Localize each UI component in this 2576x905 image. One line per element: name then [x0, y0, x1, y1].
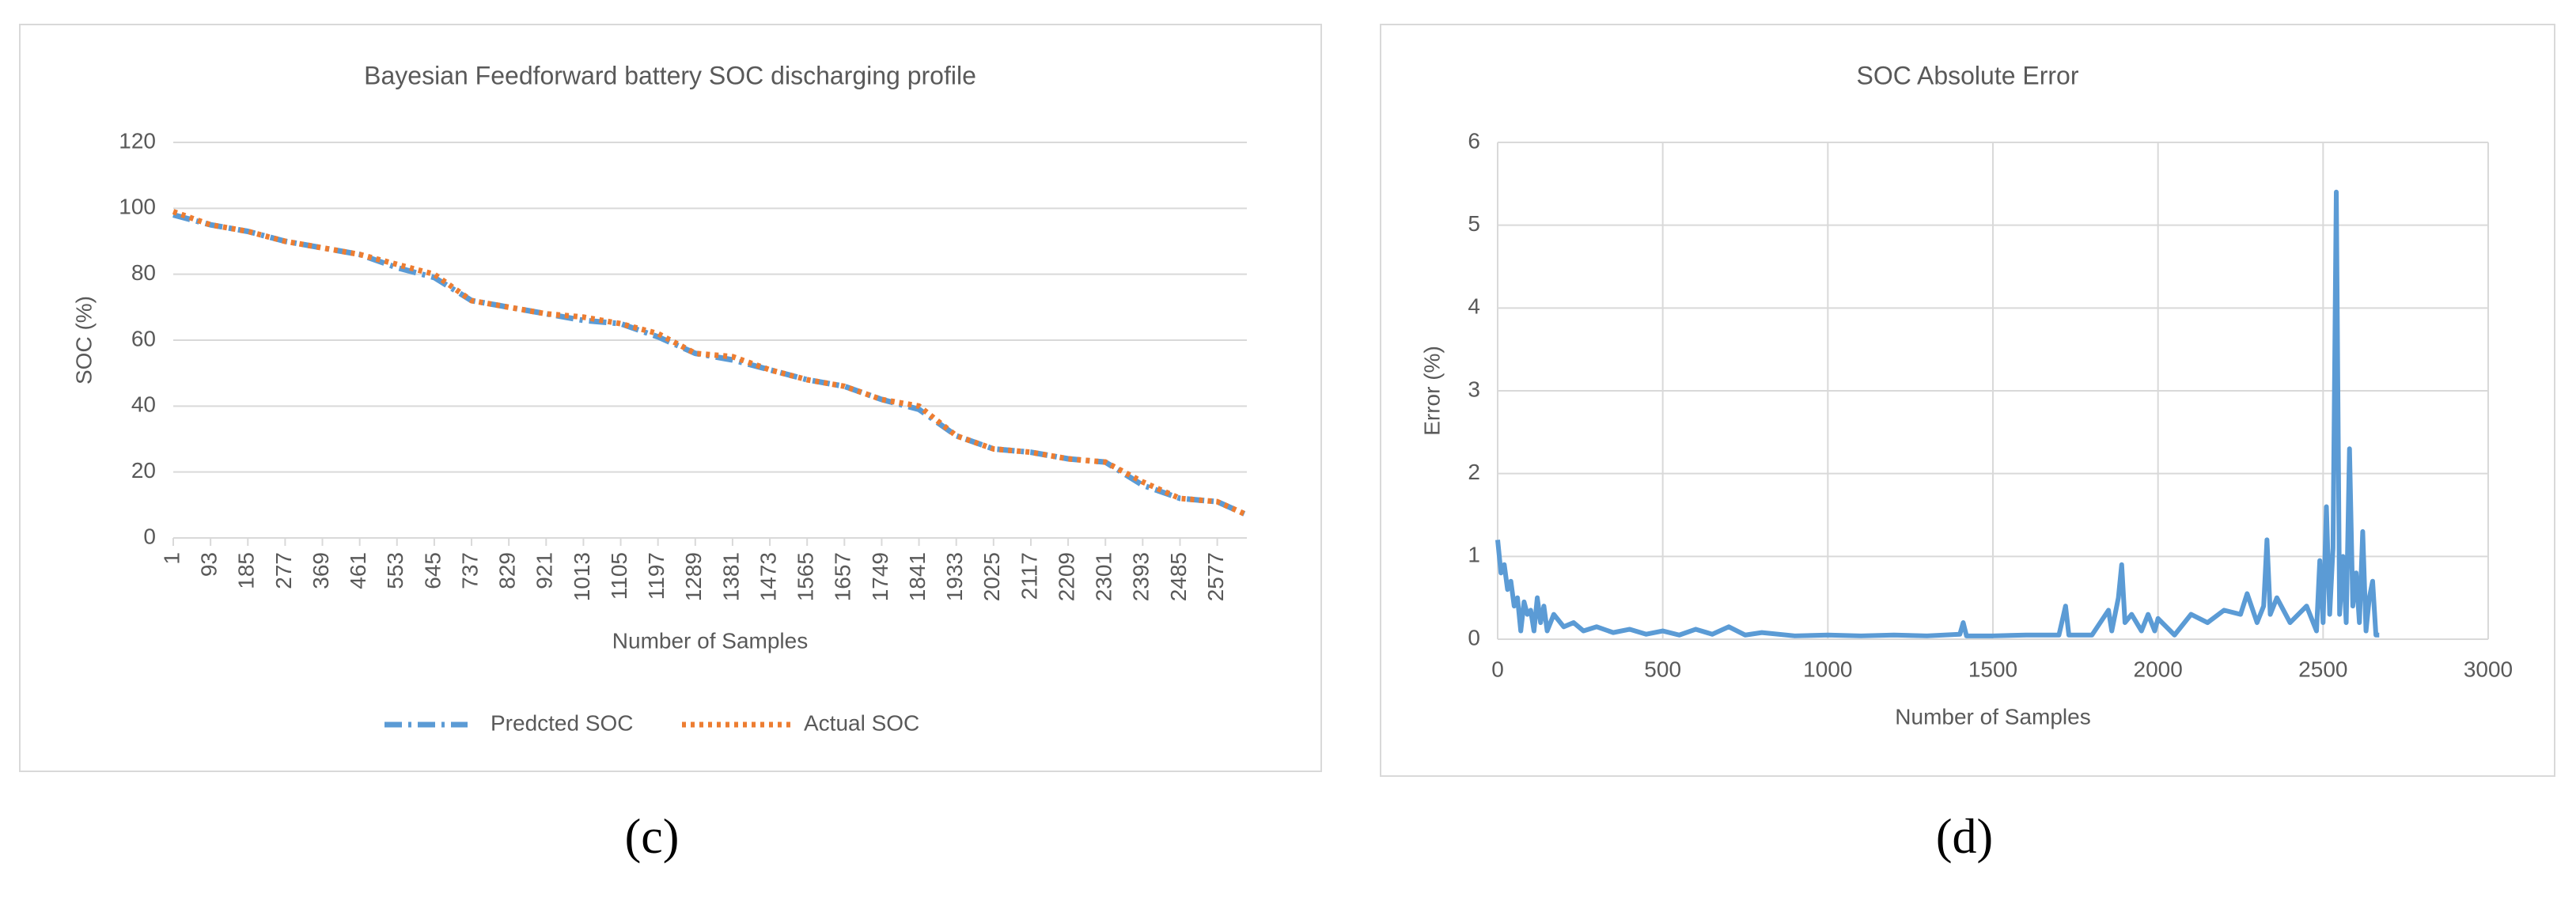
data-line — [1495, 189, 2380, 638]
data-line — [172, 209, 1248, 518]
y-tick-label: 6 — [1468, 128, 1480, 153]
x-tick-label: 1933 — [942, 552, 967, 601]
x-tick-label: 500 — [1644, 657, 1681, 681]
x-tick-label: 553 — [383, 552, 407, 589]
legend-label: Predcted SOC — [491, 710, 634, 735]
x-tick-label: 2485 — [1166, 552, 1191, 601]
x-tick-label: 2025 — [979, 552, 1004, 601]
x-tick-label: 1013 — [570, 552, 594, 601]
x-tick-label: 1657 — [831, 552, 855, 601]
panel-label: (c) — [625, 810, 680, 864]
y-tick-label: 120 — [119, 128, 156, 153]
x-tick-label: 461 — [346, 552, 370, 589]
x-tick-label: 921 — [532, 552, 557, 589]
data-line — [172, 212, 1248, 518]
y-tick-label: 0 — [1468, 625, 1480, 649]
panel-label: (d) — [1936, 810, 1993, 864]
x-tick-label: 3000 — [2464, 657, 2513, 681]
chart-title: Bayesian Feedforward battery SOC dischar… — [364, 61, 976, 89]
y-tick-label: 1 — [1468, 543, 1480, 567]
y-tick-label: 20 — [131, 458, 156, 483]
x-tick-label: 93 — [197, 552, 222, 577]
y-tick-label: 5 — [1468, 211, 1480, 236]
x-tick-label: 1841 — [905, 552, 930, 601]
x-tick-label: 1000 — [1803, 657, 1852, 681]
x-tick-label: 1749 — [868, 552, 892, 601]
x-tick-label: 1289 — [681, 552, 706, 601]
y-tick-label: 2 — [1468, 460, 1480, 484]
x-tick-label: 2577 — [1203, 552, 1228, 601]
x-tick-label: 737 — [457, 552, 482, 589]
x-tick-label: 829 — [495, 552, 520, 589]
x-tick-label: 1105 — [607, 552, 631, 600]
chart-title: SOC Absolute Error — [1857, 61, 2079, 89]
chart-frame — [19, 24, 1322, 772]
y-axis-label: SOC (%) — [71, 296, 96, 384]
x-tick-label: 185 — [234, 552, 259, 589]
y-tick-label: 0 — [143, 524, 156, 548]
x-tick-label: 1500 — [1968, 657, 2017, 681]
x-tick-label: 2000 — [2134, 657, 2183, 681]
x-tick-label: 2301 — [1092, 552, 1116, 601]
x-tick-label: 1 — [159, 552, 184, 565]
x-tick-label: 1381 — [718, 552, 743, 601]
y-axis-label: Error (%) — [1419, 346, 1444, 436]
x-tick-label: 2500 — [2298, 657, 2347, 681]
x-tick-label: 2117 — [1017, 552, 1041, 600]
legend-label: Actual SOC — [804, 710, 919, 735]
y-tick-label: 4 — [1468, 294, 1480, 319]
x-axis-label: Number of Samples — [612, 628, 808, 653]
x-axis-label: Number of Samples — [1895, 704, 2090, 729]
x-tick-label: 1565 — [794, 552, 818, 601]
x-tick-label: 2209 — [1054, 552, 1078, 601]
x-tick-label: 277 — [271, 552, 296, 589]
x-tick-label: 369 — [309, 552, 333, 589]
chart-frame — [1380, 24, 2555, 777]
x-tick-label: 0 — [1491, 657, 1504, 681]
x-tick-label: 2393 — [1129, 552, 1154, 601]
y-tick-label: 40 — [131, 392, 156, 417]
x-tick-label: 1197 — [644, 552, 669, 600]
x-tick-label: 645 — [420, 552, 445, 589]
y-tick-label: 3 — [1468, 377, 1480, 401]
y-tick-label: 100 — [119, 195, 156, 219]
y-tick-label: 80 — [131, 260, 156, 285]
x-tick-label: 1473 — [756, 552, 780, 601]
y-tick-label: 60 — [131, 326, 156, 350]
